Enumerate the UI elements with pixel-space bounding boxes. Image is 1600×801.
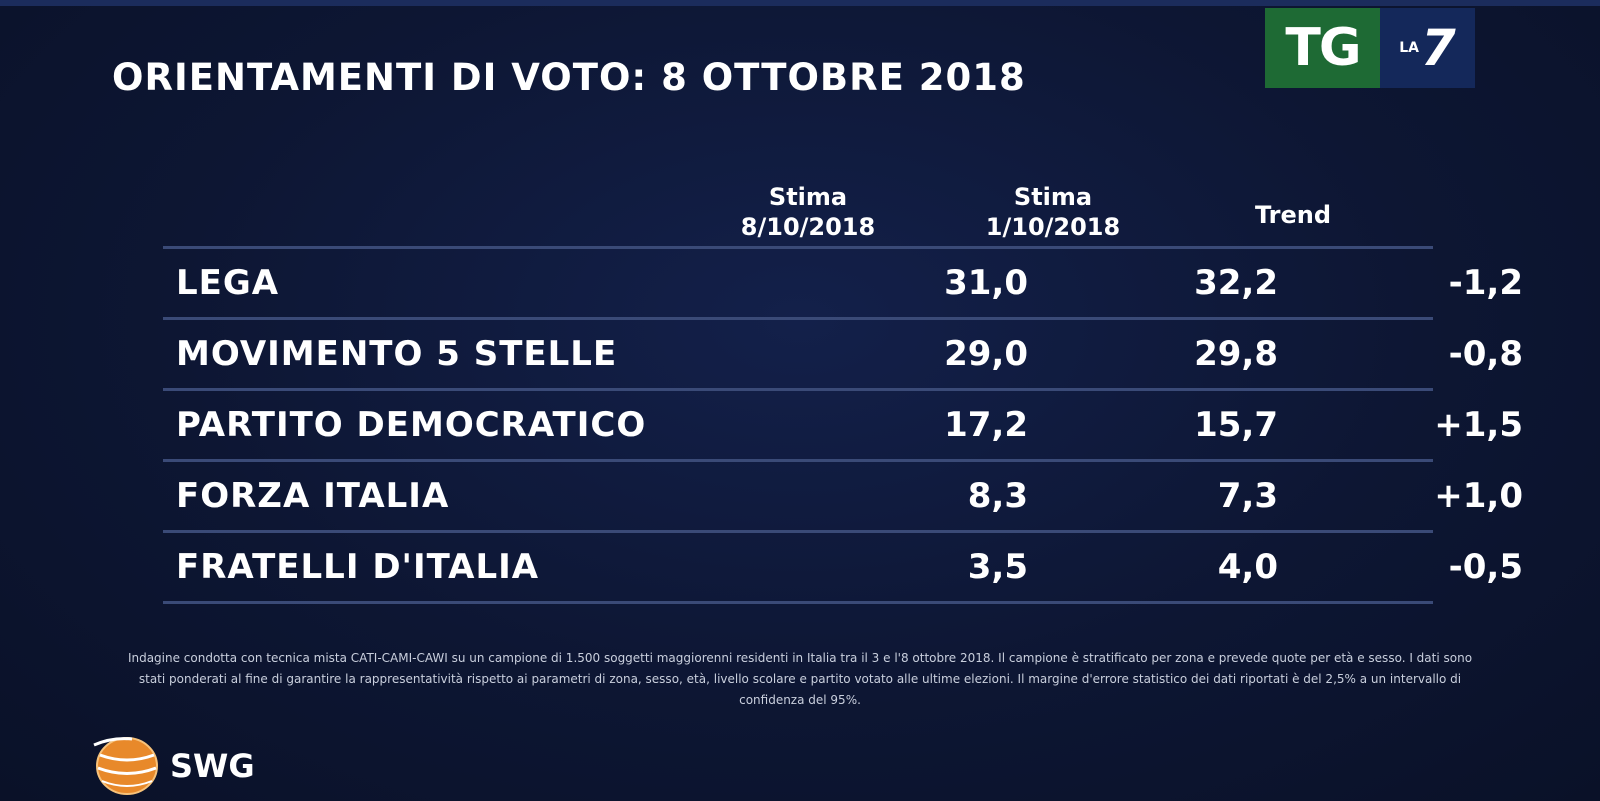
logo-seven: 7: [1420, 19, 1456, 77]
party-name: FORZA ITALIA: [176, 476, 450, 516]
logo-la7: LA 7: [1380, 8, 1475, 88]
stima-8-10-value: 31,0: [944, 263, 1028, 303]
stima-8-10-value: 3,5: [967, 547, 1028, 587]
stima-1-10-value: 15,7: [1194, 405, 1278, 445]
swg-brand: SWG: [92, 735, 255, 797]
trend-value: +1,0: [1434, 476, 1523, 516]
logo-tg: TG: [1265, 8, 1380, 88]
header-stima-8-10: Stima 8/10/2018: [718, 182, 898, 242]
top-strip: [0, 0, 1600, 6]
header-stima-1-10: Stima 1/10/2018: [963, 182, 1143, 242]
table-row: MOVIMENTO 5 STELLE 29,0 29,8 -0,8: [163, 320, 1523, 391]
header-trend: Trend: [1254, 201, 1332, 229]
header-stima-8-10-line2: 8/10/2018: [740, 213, 876, 241]
page-title: ORIENTAMENTI DI VOTO: 8 OTTOBRE 2018: [112, 56, 1026, 99]
table-row: FORZA ITALIA 8,3 7,3 +1,0: [163, 462, 1523, 533]
trend-value: -0,5: [1448, 547, 1523, 587]
party-name: LEGA: [176, 263, 280, 303]
stima-8-10-value: 8,3: [967, 476, 1028, 516]
header-stima-1-10-line1: Stima: [1013, 183, 1093, 211]
header-stima-1-10-line2: 1/10/2018: [985, 213, 1121, 241]
tg-la7-logo: TG LA 7: [1265, 8, 1475, 88]
party-name: MOVIMENTO 5 STELLE: [176, 334, 618, 374]
trend-value: +1,5: [1434, 405, 1523, 445]
swg-label: SWG: [170, 747, 255, 785]
header-stima-8-10-line1: Stima: [768, 183, 848, 211]
stima-1-10-value: 7,3: [1217, 476, 1278, 516]
stima-1-10-value: 32,2: [1194, 263, 1278, 303]
table-row: FRATELLI D'ITALIA 3,5 4,0 -0,5: [163, 533, 1523, 604]
table-header: Stima 8/10/2018 Stima 1/10/2018 Trend: [163, 172, 1433, 249]
table-row: PARTITO DEMOCRATICO 17,2 15,7 +1,5: [163, 391, 1523, 462]
trend-value: -1,2: [1448, 263, 1523, 303]
stima-1-10-value: 4,0: [1217, 547, 1278, 587]
logo-la: LA: [1399, 40, 1419, 56]
table-row: LEGA 31,0 32,2 -1,2: [163, 249, 1523, 320]
trend-value: -0,8: [1448, 334, 1523, 374]
stima-8-10-value: 17,2: [944, 405, 1028, 445]
methodology-note: Indagine condotta con tecnica mista CATI…: [127, 651, 1473, 707]
swg-globe-icon: [93, 737, 158, 795]
stima-8-10-value: 29,0: [944, 334, 1028, 374]
stima-1-10-value: 29,8: [1194, 334, 1278, 374]
table-body: LEGA 31,0 32,2 -1,2 MOVIMENTO 5 STELLE 29,0 29…: [163, 249, 1523, 604]
party-name: PARTITO DEMOCRATICO: [176, 405, 647, 445]
party-name: FRATELLI D'ITALIA: [176, 547, 540, 587]
poll-table: Stima 8/10/2018 Stima 1/10/2018 Trend LE…: [163, 172, 1523, 604]
